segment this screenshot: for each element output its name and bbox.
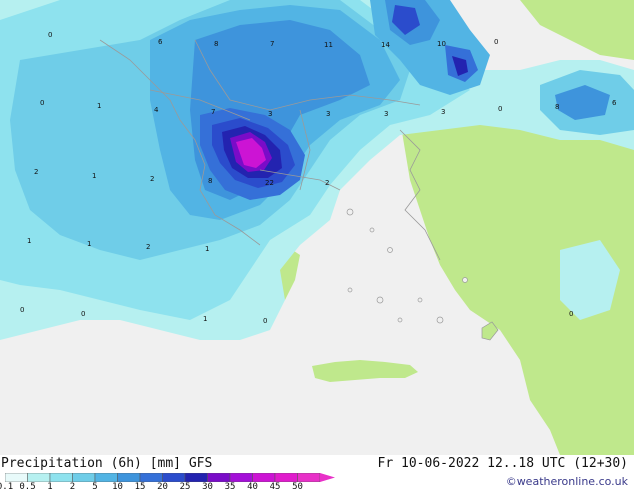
scale-swatch — [5, 473, 28, 482]
black-sea-north-land — [520, 0, 634, 60]
rhodes-island — [481, 321, 499, 341]
scale-swatch — [297, 473, 321, 482]
precip-color-scale — [5, 473, 335, 482]
value-label: 7 — [270, 40, 274, 48]
value-label: 0 — [569, 310, 573, 318]
scale-arrow — [320, 473, 335, 482]
scale-label: 45 — [269, 482, 281, 492]
value-label: 8 — [214, 40, 218, 48]
value-label: 10 — [437, 40, 446, 48]
value-label: 6 — [612, 99, 617, 107]
scale-swatch — [72, 473, 96, 482]
scale-swatch — [117, 473, 141, 482]
islands — [346, 208, 468, 324]
scale-label: 25 — [179, 482, 191, 492]
precip-blob-ne-5 — [452, 56, 468, 76]
scale-label: 35 — [224, 482, 236, 492]
borders — [99, 39, 441, 261]
value-label: 22 — [265, 179, 274, 187]
scale-swatch — [252, 473, 276, 482]
scale-label: 30 — [202, 482, 213, 492]
scale-swatch — [94, 473, 118, 482]
value-label: 1 — [92, 172, 96, 180]
value-label: 0 — [20, 306, 24, 314]
credit-link[interactable]: ©weatheronline.co.uk — [505, 475, 628, 488]
map-footer: Precipitation (6h) [mm] GFS Fr 10-06-202… — [0, 455, 634, 492]
value-label: 2 — [146, 243, 150, 251]
scale-label: 40 — [247, 482, 258, 492]
value-label: 2 — [325, 179, 329, 187]
value-label: 7 — [211, 108, 215, 116]
scale-label: 20 — [157, 482, 168, 492]
value-label: 0 — [40, 99, 44, 107]
scale-label: 0.5 — [19, 482, 36, 492]
scale-label: 10 — [112, 482, 123, 492]
scale-label: 2 — [69, 482, 76, 492]
value-label: 1 — [203, 315, 207, 323]
value-label: 0 — [494, 38, 498, 46]
precip-40 — [236, 138, 266, 168]
value-label: 8 — [555, 103, 559, 111]
map-title: Precipitation (6h) [mm] GFS — [1, 456, 213, 471]
scale-swatch — [49, 473, 73, 482]
value-label: 1 — [87, 240, 91, 248]
scale-swatch — [139, 473, 163, 482]
value-label: 2 — [34, 168, 38, 176]
precipitation-map: 0 6 8 7 11 14 10 0 0 1 4 7 3 3 3 3 0 8 6… — [0, 0, 634, 455]
value-label: 0 — [263, 317, 267, 325]
value-label: 14 — [381, 41, 390, 49]
value-label: 11 — [324, 41, 333, 49]
precip-value-markers: 0 6 8 7 11 14 10 0 0 1 4 7 3 3 3 3 0 8 6… — [20, 31, 617, 325]
value-label: 1 — [27, 237, 31, 245]
precip-anatolia-patch — [560, 240, 620, 320]
value-label: 2 — [150, 175, 154, 183]
value-label: 3 — [268, 110, 272, 118]
scale-swatch — [162, 473, 186, 482]
value-label: 6 — [158, 38, 163, 46]
value-label: 0 — [81, 310, 85, 318]
anatolia-land — [400, 90, 634, 455]
scale-label: 5 — [92, 482, 98, 492]
scale-swatch — [229, 473, 253, 482]
scale-label: 50 — [292, 482, 303, 492]
value-label: 4 — [154, 106, 159, 114]
scale-label: 1 — [47, 482, 53, 492]
value-label: 3 — [384, 110, 388, 118]
scale-swatch — [27, 473, 51, 482]
scale-swatch — [274, 473, 298, 482]
scale-swatch — [184, 473, 208, 482]
value-label: 8 — [208, 177, 212, 185]
scale-label: 15 — [134, 482, 146, 492]
precip-blob-east-2 — [555, 85, 610, 120]
valid-time: Fr 10-06-2022 12..18 UTC (12+30) — [377, 456, 628, 471]
value-label: 1 — [205, 245, 209, 253]
crete-land — [312, 360, 418, 382]
scale-swatch — [207, 473, 231, 482]
precip-blob-ne-3 — [392, 5, 420, 35]
value-label: 0 — [48, 31, 52, 39]
value-label: 3 — [441, 108, 445, 116]
scale-label: 0.1 — [0, 482, 14, 492]
value-label: 3 — [326, 110, 330, 118]
value-label: 1 — [97, 102, 101, 110]
value-label: 0 — [498, 105, 502, 113]
